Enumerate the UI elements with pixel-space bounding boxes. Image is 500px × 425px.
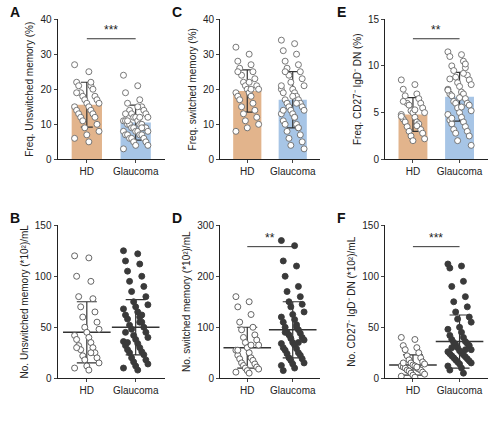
svg-text:A: A xyxy=(10,4,20,20)
svg-text:Glaucoma: Glaucoma xyxy=(113,166,159,177)
svg-text:0: 0 xyxy=(208,373,214,384)
svg-text:F: F xyxy=(337,210,346,226)
svg-text:50: 50 xyxy=(368,322,380,333)
svg-text:0: 0 xyxy=(46,154,52,165)
svg-text:10: 10 xyxy=(203,119,215,130)
svg-text:100: 100 xyxy=(197,322,214,333)
svg-text:HD: HD xyxy=(80,166,94,177)
svg-text:HD: HD xyxy=(406,166,420,177)
svg-text:40: 40 xyxy=(203,14,215,25)
svg-text:**: ** xyxy=(265,231,275,245)
svg-text:10: 10 xyxy=(40,119,52,130)
svg-text:HD: HD xyxy=(240,385,254,396)
svg-text:Glaucoma: Glaucoma xyxy=(437,385,483,396)
svg-text:150: 150 xyxy=(35,220,52,231)
svg-text:100: 100 xyxy=(362,271,379,282)
svg-text:HD: HD xyxy=(80,385,94,396)
svg-text:HD: HD xyxy=(240,166,254,177)
svg-text:***: *** xyxy=(429,231,443,245)
svg-text:***: *** xyxy=(104,23,118,37)
svg-text:Glaucoma: Glaucoma xyxy=(270,166,316,177)
svg-text:30: 30 xyxy=(203,49,215,60)
svg-text:5: 5 xyxy=(373,107,379,118)
svg-text:20: 20 xyxy=(203,84,215,95)
svg-text:100: 100 xyxy=(35,271,52,282)
svg-text:E: E xyxy=(337,4,346,20)
svg-text:D: D xyxy=(172,210,182,226)
svg-text:C: C xyxy=(172,4,182,20)
svg-text:200: 200 xyxy=(197,271,214,282)
svg-text:Glaucoma: Glaucoma xyxy=(437,166,483,177)
svg-text:10: 10 xyxy=(368,60,380,71)
svg-text:300: 300 xyxy=(197,220,214,231)
svg-text:Freq. Unswitched memory (%): Freq. Unswitched memory (%) xyxy=(24,22,35,157)
svg-text:50: 50 xyxy=(40,322,52,333)
svg-text:0: 0 xyxy=(46,373,52,384)
svg-text:Freq. switched memory (%): Freq. switched memory (%) xyxy=(187,28,198,150)
svg-text:0: 0 xyxy=(373,373,379,384)
svg-text:30: 30 xyxy=(40,49,52,60)
svg-text:Freq. CD27⁻ IgD⁻ DN (%): Freq. CD27⁻ IgD⁻ DN (%) xyxy=(352,33,363,145)
svg-text:No. switched memory (*10²)/mL: No. switched memory (*10²)/mL xyxy=(181,231,192,372)
svg-text:0: 0 xyxy=(373,154,379,165)
svg-text:HD: HD xyxy=(406,385,420,396)
svg-text:Glaucoma: Glaucoma xyxy=(270,385,316,396)
svg-text:150: 150 xyxy=(362,220,379,231)
svg-text:20: 20 xyxy=(40,84,52,95)
svg-text:B: B xyxy=(10,210,20,226)
svg-text:40: 40 xyxy=(40,14,52,25)
svg-text:**: ** xyxy=(431,23,441,37)
svg-text:No. CD27⁻ IgD⁻ DN (*10²)/mL: No. CD27⁻ IgD⁻ DN (*10²)/mL xyxy=(346,236,357,366)
svg-text:0: 0 xyxy=(208,154,214,165)
svg-text:No. Unswitched memory (*10²)/m: No. Unswitched memory (*10²)/mL xyxy=(19,225,30,379)
svg-text:15: 15 xyxy=(368,14,380,25)
svg-text:Glaucoma: Glaucoma xyxy=(113,385,159,396)
